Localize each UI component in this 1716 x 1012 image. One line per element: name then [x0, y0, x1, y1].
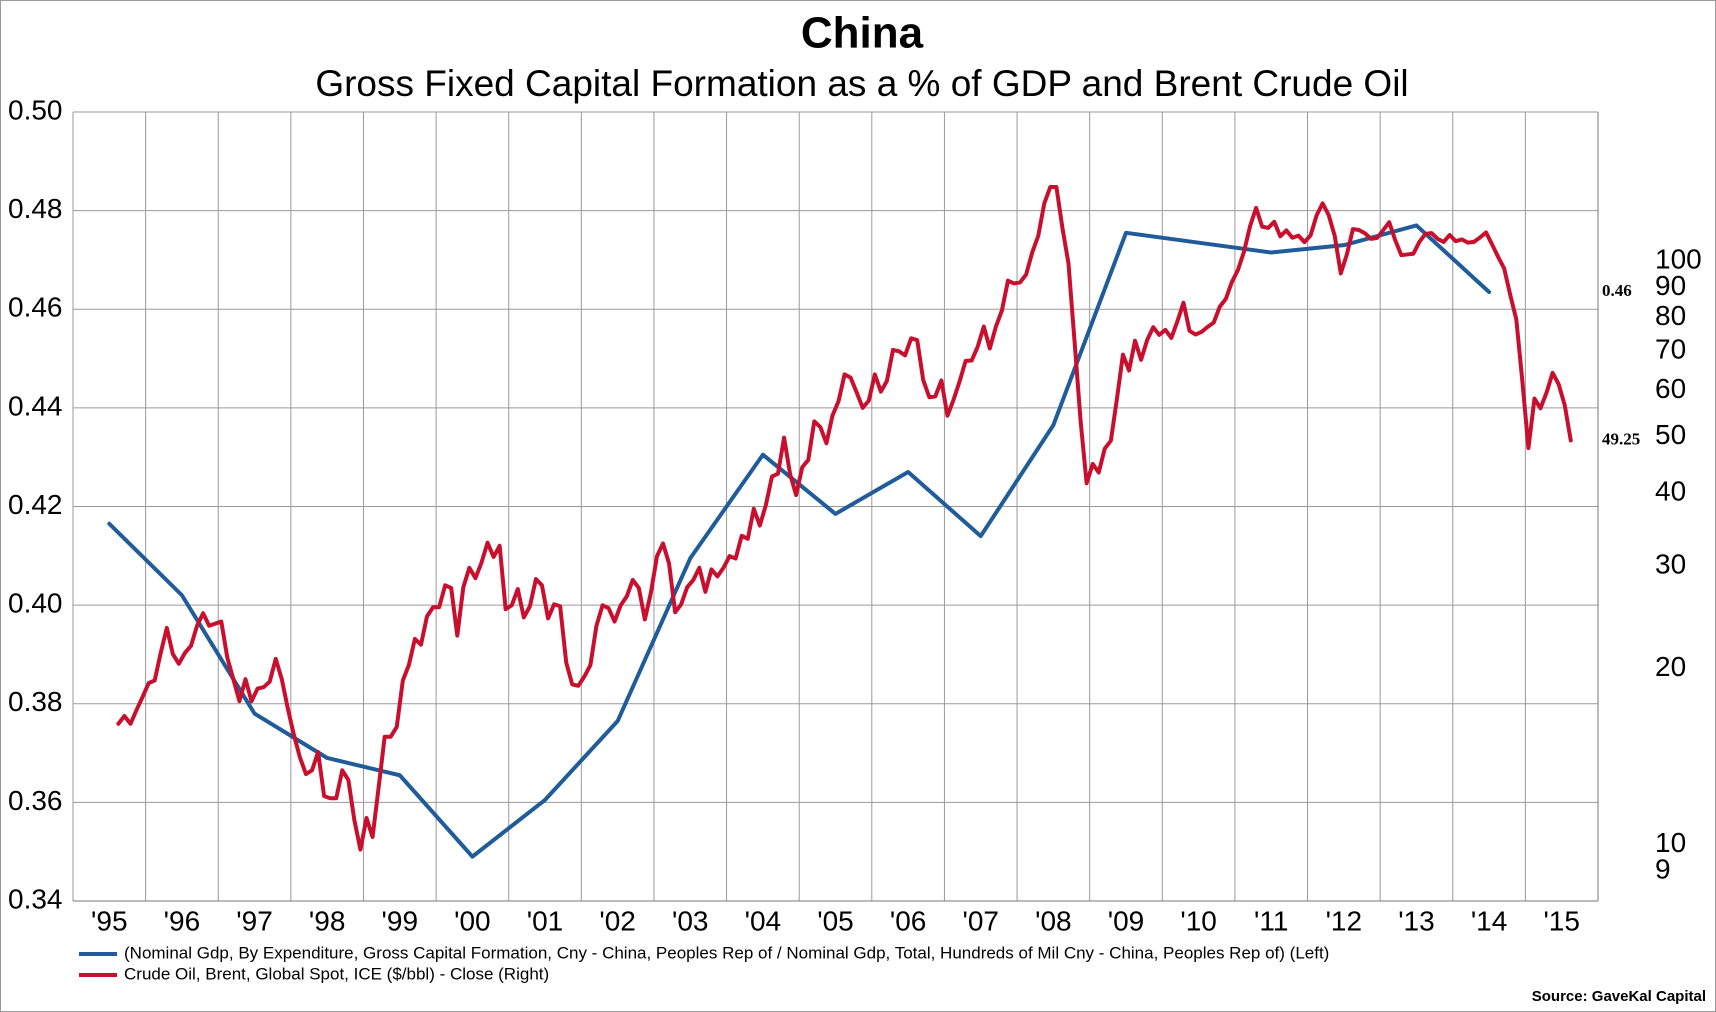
y-tick-label: 0.48	[8, 193, 63, 224]
y-tick-label: 0.36	[8, 785, 63, 816]
x-tick-label: '00	[454, 905, 491, 936]
x-tick-label: '09	[1108, 905, 1145, 936]
y-tick-label: 0.46	[8, 292, 63, 323]
y2-tick-label: 40	[1655, 476, 1686, 507]
x-tick-label: '04	[745, 905, 782, 936]
y-tick-label: 0.50	[8, 94, 63, 125]
end-value-label: 49.25	[1602, 429, 1640, 448]
y2-tick-label: 100	[1655, 243, 1702, 274]
x-tick-label: '13	[1398, 905, 1435, 936]
x-tick-label: '15	[1543, 905, 1580, 936]
y2-tick-label: 80	[1655, 300, 1686, 331]
x-tick-label: '11	[1254, 905, 1288, 936]
y2-tick-label: 9	[1655, 854, 1671, 885]
y2-tick-label: 20	[1655, 651, 1686, 682]
x-tick-label: '95	[91, 905, 128, 936]
source: Source: GaveKal Capital	[1532, 988, 1706, 1005]
y-tick-label: 0.42	[8, 489, 63, 520]
y2-tick-label: 90	[1655, 270, 1686, 301]
x-tick-label: '02	[599, 905, 636, 936]
chart-title: China	[801, 9, 924, 58]
x-tick-label: '07	[962, 905, 999, 936]
x-tick-label: '10	[1180, 905, 1217, 936]
chart-subtitle: Gross Fixed Capital Formation as a % of …	[315, 63, 1408, 104]
y-tick-label: 0.38	[8, 686, 63, 717]
x-tick-label: '08	[1035, 905, 1072, 936]
y2-tick-label: 60	[1655, 373, 1686, 404]
y2-tick-label: 10	[1655, 827, 1686, 858]
legend-label: Crude Oil, Brent, Global Spot, ICE ($/bb…	[124, 964, 549, 983]
x-tick-label: '03	[672, 905, 709, 936]
y-tick-label: 0.34	[8, 883, 63, 914]
x-tick-label: '14	[1471, 905, 1508, 936]
end-value-label: 0.46	[1602, 281, 1632, 300]
y2-tick-label: 30	[1655, 548, 1686, 579]
x-tick-label: '06	[890, 905, 927, 936]
legend-label: (Nominal Gdp, By Expenditure, Gross Capi…	[124, 943, 1329, 962]
x-tick-label: '96	[164, 905, 201, 936]
y-tick-label: 0.44	[8, 390, 63, 421]
x-tick-label: '98	[309, 905, 346, 936]
series-line	[116, 184, 1573, 852]
x-tick-label: '12	[1326, 905, 1363, 936]
x-tick-label: '99	[382, 905, 419, 936]
y2-tick-label: 50	[1655, 419, 1686, 450]
x-tick-label: '01	[527, 905, 564, 936]
x-tick-label: '97	[236, 905, 273, 936]
y2-tick-label: 70	[1655, 334, 1686, 365]
x-tick-label: '05	[817, 905, 854, 936]
y-tick-label: 0.40	[8, 588, 63, 619]
